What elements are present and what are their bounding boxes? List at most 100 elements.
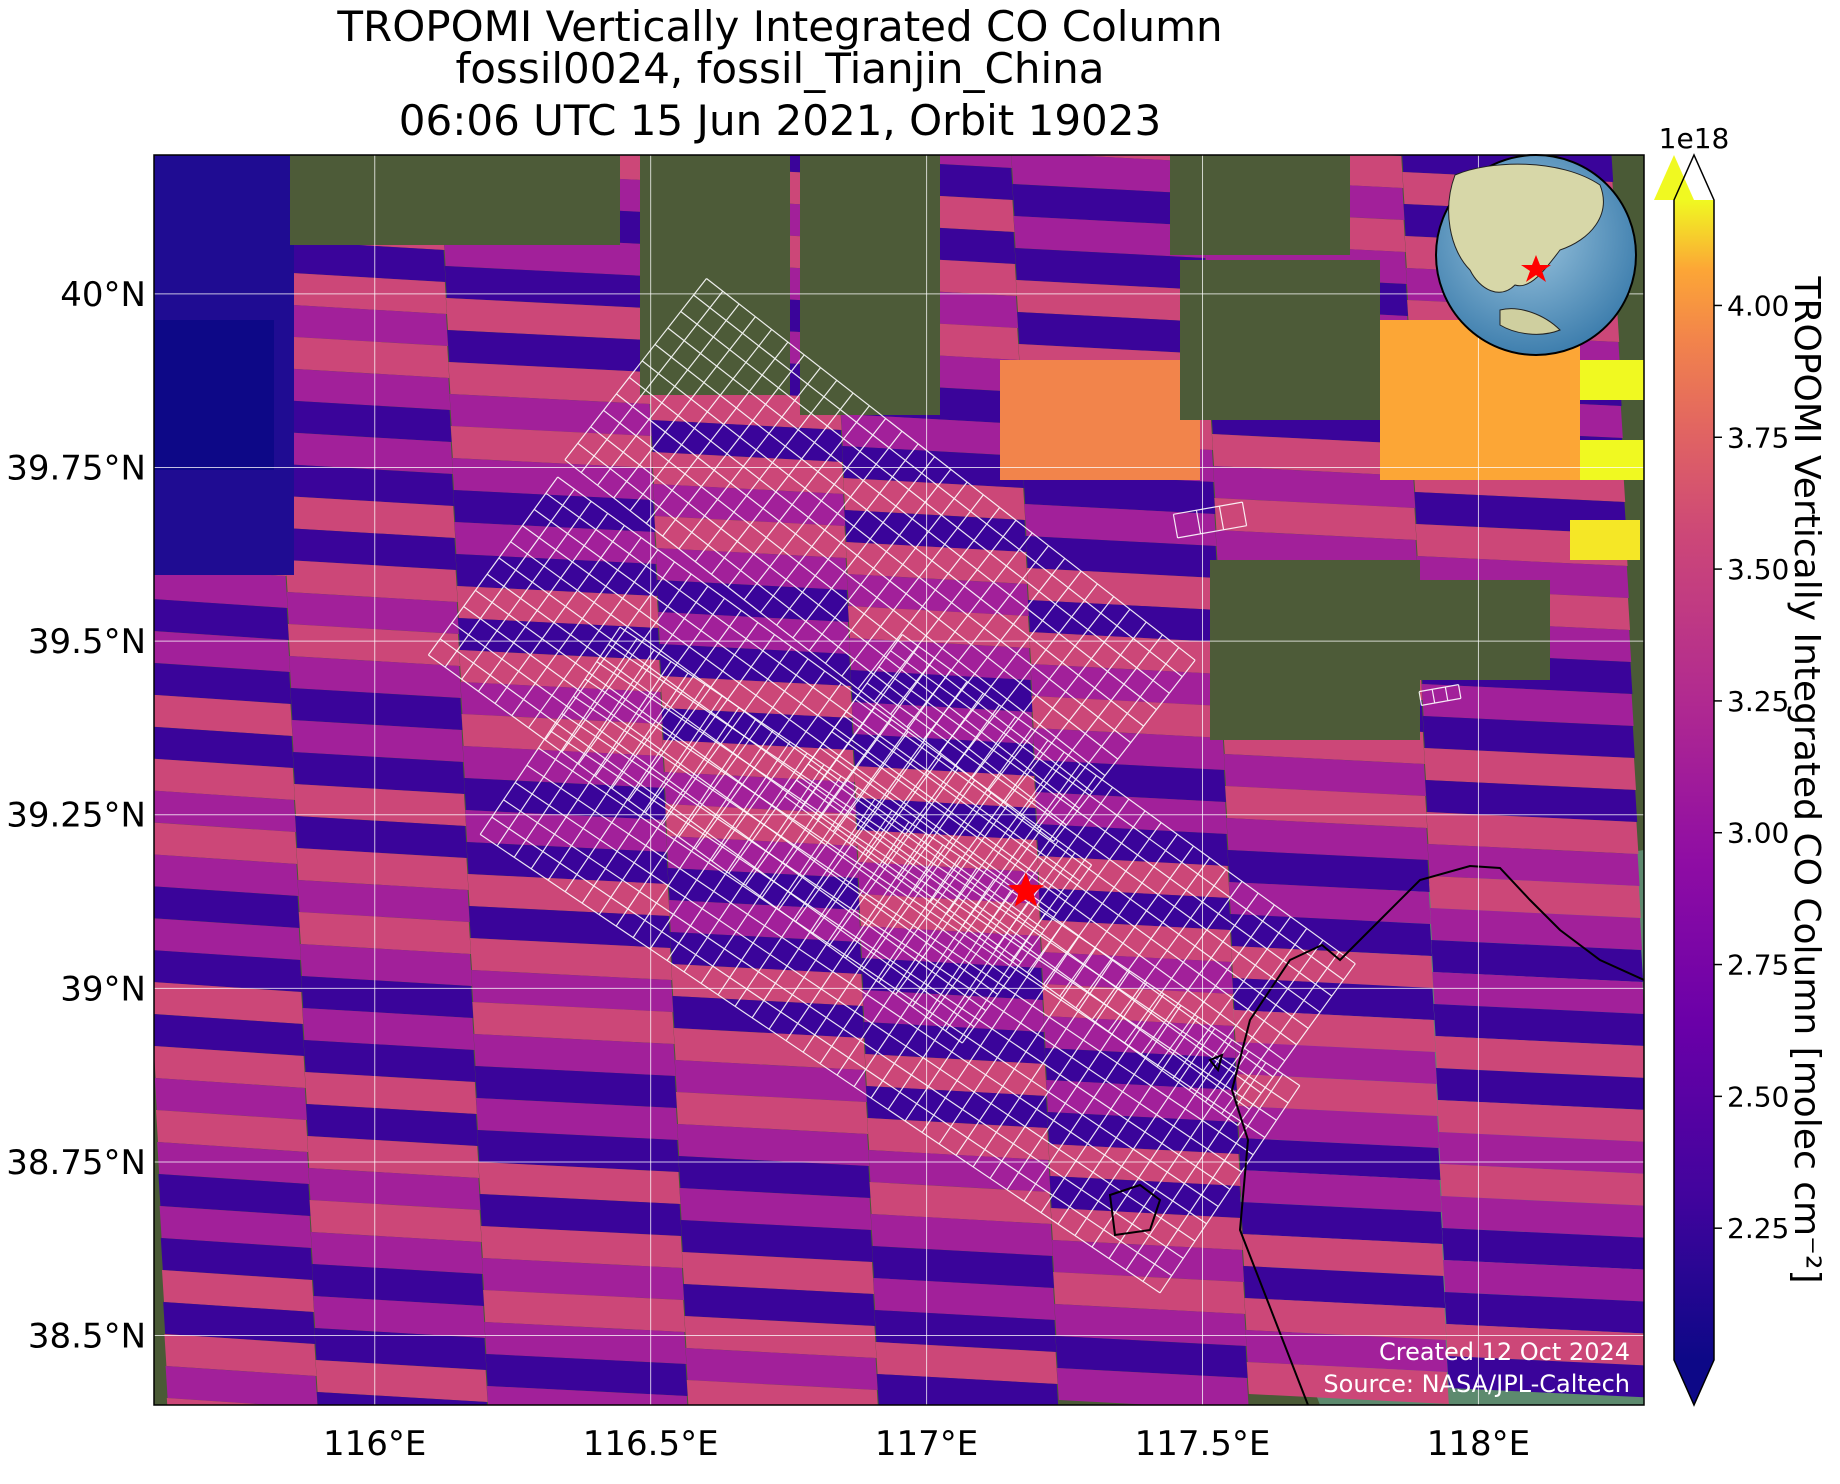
y-tick-label: 39°N (60, 969, 146, 1009)
swath-pixel (1239, 1170, 1442, 1212)
swath-pixel (1050, 1208, 1243, 1250)
target-star-marker (1007, 872, 1044, 907)
swath-pixel (447, 330, 650, 372)
swath-pixel (154, 886, 300, 928)
swath-pixel (310, 1232, 483, 1274)
swath-pixel (1023, 472, 1216, 514)
swath-pixel (1445, 1324, 1644, 1366)
swath-pixel (1438, 1132, 1644, 1174)
swath-pixel (158, 1174, 311, 1216)
swath-pixel (666, 836, 859, 878)
swath-pixel (1226, 818, 1429, 860)
swath-pixel (1038, 888, 1231, 930)
colorbar-tick-label: 3.75 (1727, 421, 1789, 454)
asia-landmass (1448, 163, 1604, 293)
swath-pixel (277, 336, 450, 378)
swath-pixel (654, 516, 847, 558)
swath-pixel (291, 720, 464, 762)
swath-pixel (875, 1342, 1058, 1384)
swath-pixel (1036, 824, 1229, 866)
swath-pixel (471, 970, 674, 1012)
swath-pixel (1048, 1144, 1241, 1186)
swath-pixel (1047, 1112, 1240, 1154)
swath-pixel (284, 528, 457, 570)
y-tick-label: 39.75°N (6, 449, 146, 489)
island-landmass (1499, 308, 1561, 335)
created-credit: Created 12 Oct 2024 (1379, 1338, 1630, 1366)
swath-pixel (850, 670, 1033, 712)
swath-pixel (872, 1246, 1054, 1288)
swath-pixel (676, 1092, 868, 1134)
swath-pixel (159, 1206, 312, 1248)
swath-pixel (1437, 1100, 1644, 1142)
swath-pixel (678, 1156, 871, 1198)
swath-pixel (315, 1360, 488, 1402)
swath-pixel (154, 790, 296, 832)
swath-pixel (154, 599, 289, 640)
swath-pixel (470, 938, 672, 980)
land-gap (1360, 580, 1550, 680)
swath-pixel (303, 1040, 476, 1082)
swath-pixel (673, 1028, 866, 1070)
swath-pixel (156, 1110, 308, 1152)
globe-inset (1435, 154, 1637, 356)
swath-pixel (1243, 1266, 1446, 1308)
swath-pixel (1444, 1292, 1644, 1334)
footprint-grid-layer (427, 278, 1462, 1294)
swath-pixel (483, 1290, 686, 1332)
swath-pixel (482, 1258, 684, 1300)
swath-pixel (1055, 1336, 1248, 1378)
swath-pixel (1237, 1106, 1440, 1148)
swath-pixel (462, 746, 665, 788)
swath-pixel (685, 1348, 878, 1390)
county-boundary (1108, 1183, 1162, 1237)
swath-pixel (474, 1066, 677, 1108)
map-frame (153, 154, 1645, 1406)
swath-pixel (274, 272, 447, 314)
colorbar-label: TROPOMI Vertically Integrated CO Column … (1786, 275, 1827, 1283)
land-gap (1180, 260, 1380, 420)
colorbar-exponent: 1e18 (1659, 122, 1730, 155)
swath-pixel (652, 452, 844, 494)
swath-pixel (285, 560, 458, 602)
swath-pixel (655, 548, 848, 590)
swath-pixel (1231, 946, 1434, 988)
y-tick-label: 40°N (60, 275, 146, 315)
swath-pixel (484, 1322, 687, 1364)
swath-pixel (300, 944, 472, 986)
swath-pixel (1043, 1016, 1236, 1058)
swath-pixel (278, 368, 451, 410)
x-axis-tick-labels: 116°E 116.5°E 117°E 117.5°E 118°E (323, 1424, 1530, 1464)
swath-pixel (476, 1098, 678, 1140)
swath-pixel (1025, 536, 1218, 578)
swath-pixel (1245, 1330, 1448, 1372)
swath-pixel (1436, 1068, 1644, 1110)
coastline (1230, 864, 1644, 1405)
swath-pixel (1000, 360, 1200, 480)
colorbar-extend-top (1654, 155, 1694, 200)
swath-pixel (282, 464, 454, 506)
land-gap (800, 155, 940, 415)
swath-pixel (288, 624, 460, 666)
colorbar-tick-label: 3.50 (1727, 553, 1789, 586)
swath-pixel (1017, 312, 1210, 354)
swath-pixel (1053, 1272, 1246, 1314)
swath-pixel (851, 702, 1034, 744)
swath-pixel (312, 1264, 484, 1306)
swath-pixel (464, 778, 666, 820)
colorbar-tick-label: 2.50 (1727, 1080, 1789, 1113)
swath-pixel (1016, 280, 1208, 322)
swath-pixel (874, 1310, 1057, 1352)
swath-pixel (674, 1060, 867, 1102)
swath-pixel (480, 1226, 683, 1268)
swath-pixel (286, 592, 459, 634)
swath-pixel (1011, 155, 1204, 194)
swath-pixel (1246, 1362, 1449, 1404)
swath-pixel (1013, 216, 1206, 258)
swath-pixel (479, 1194, 682, 1236)
swath-pixel (294, 784, 466, 826)
swath-pixel (154, 982, 304, 1024)
x-tick-label: 116°E (323, 1424, 426, 1464)
swath-pixel (154, 950, 302, 992)
